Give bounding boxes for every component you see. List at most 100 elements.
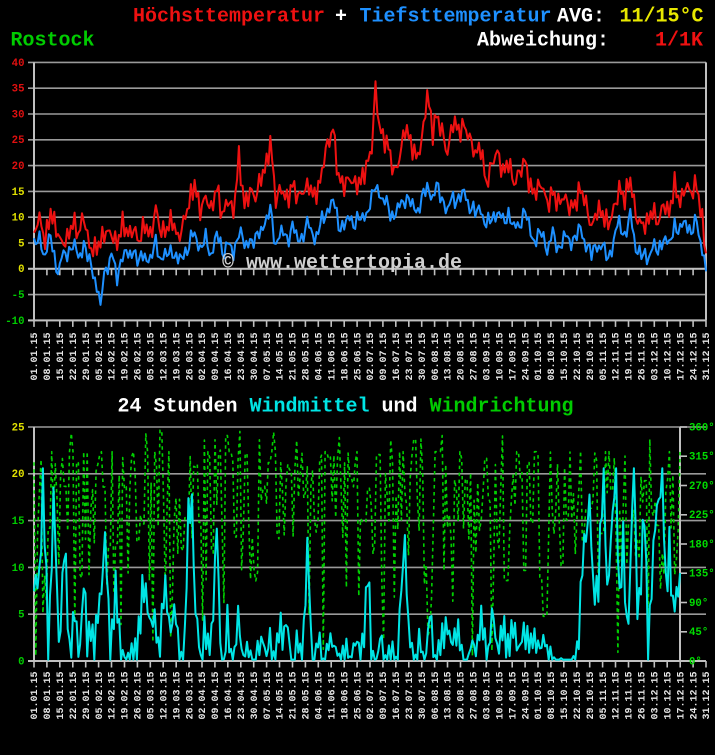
svg-text:26.03.15: 26.03.15 bbox=[185, 671, 196, 719]
svg-text:12.03.15: 12.03.15 bbox=[159, 671, 170, 719]
svg-text:08.01.15: 08.01.15 bbox=[43, 332, 54, 380]
svg-text:0°: 0° bbox=[689, 656, 702, 668]
svg-text:05.11.15: 05.11.15 bbox=[599, 671, 610, 719]
svg-text:05.02.15: 05.02.15 bbox=[95, 332, 106, 380]
svg-text:30: 30 bbox=[12, 109, 25, 121]
svg-text:05.02.15: 05.02.15 bbox=[95, 671, 106, 719]
svg-text:06.08.15: 06.08.15 bbox=[431, 332, 442, 380]
svg-text:22.01.15: 22.01.15 bbox=[69, 671, 80, 719]
svg-text:© www.wettertopia.de: © www.wettertopia.de bbox=[222, 252, 462, 275]
svg-text:02.07.15: 02.07.15 bbox=[366, 332, 377, 380]
svg-text:135°: 135° bbox=[689, 569, 715, 581]
svg-text:02.04.15: 02.04.15 bbox=[198, 671, 209, 719]
svg-text:01.10.15: 01.10.15 bbox=[534, 332, 545, 380]
svg-text:23.04.15: 23.04.15 bbox=[237, 671, 248, 719]
svg-text:09.07.15: 09.07.15 bbox=[379, 671, 390, 719]
svg-text:06.08.15: 06.08.15 bbox=[431, 671, 442, 719]
svg-text:12.02.15: 12.02.15 bbox=[108, 671, 119, 719]
svg-text:13.08.15: 13.08.15 bbox=[444, 671, 455, 719]
svg-text:10: 10 bbox=[12, 563, 25, 575]
svg-text:Tiefsttemperatur: Tiefsttemperatur bbox=[360, 6, 552, 29]
svg-text:29.10.15: 29.10.15 bbox=[586, 671, 597, 719]
svg-text:26.11.15: 26.11.15 bbox=[638, 671, 649, 719]
svg-text:28.05.15: 28.05.15 bbox=[302, 332, 313, 380]
svg-text:360°: 360° bbox=[689, 422, 715, 434]
svg-text:15.10.15: 15.10.15 bbox=[560, 332, 571, 380]
svg-text:09.07.15: 09.07.15 bbox=[379, 332, 390, 380]
svg-text:10.09.15: 10.09.15 bbox=[495, 671, 506, 719]
svg-text:270°: 270° bbox=[689, 481, 715, 493]
svg-text:27.08.15: 27.08.15 bbox=[470, 671, 481, 719]
svg-text:15.10.15: 15.10.15 bbox=[560, 671, 571, 719]
svg-text:10.09.15: 10.09.15 bbox=[495, 332, 506, 380]
svg-text:24.09.15: 24.09.15 bbox=[521, 332, 532, 380]
svg-text:10.12.15: 10.12.15 bbox=[663, 332, 674, 380]
svg-text:24.12.15: 24.12.15 bbox=[689, 332, 700, 380]
svg-text:08.10.15: 08.10.15 bbox=[547, 671, 558, 719]
svg-text:24.12.15: 24.12.15 bbox=[689, 671, 700, 719]
svg-text:Höchsttemperatur: Höchsttemperatur bbox=[133, 6, 325, 29]
svg-text:04.06.15: 04.06.15 bbox=[315, 671, 326, 719]
svg-text:14.05.15: 14.05.15 bbox=[276, 671, 287, 719]
svg-text:26.11.15: 26.11.15 bbox=[638, 332, 649, 380]
svg-text:29.01.15: 29.01.15 bbox=[82, 671, 93, 719]
svg-text:-5: -5 bbox=[12, 290, 25, 302]
svg-text:31.12.15: 31.12.15 bbox=[702, 332, 713, 380]
svg-text:40: 40 bbox=[12, 58, 25, 70]
svg-text:22.01.15: 22.01.15 bbox=[69, 332, 80, 380]
svg-text:17.09.15: 17.09.15 bbox=[508, 671, 519, 719]
svg-text:19.03.15: 19.03.15 bbox=[172, 671, 183, 719]
svg-text:20: 20 bbox=[12, 469, 25, 481]
svg-text:03.09.15: 03.09.15 bbox=[483, 332, 494, 380]
svg-text:Windmittel: Windmittel bbox=[250, 396, 370, 419]
svg-text:Rostock: Rostock bbox=[11, 30, 95, 53]
svg-text:17.12.15: 17.12.15 bbox=[676, 671, 687, 719]
svg-text:25: 25 bbox=[12, 422, 25, 434]
svg-text:28.05.15: 28.05.15 bbox=[302, 671, 313, 719]
svg-text:11.06.15: 11.06.15 bbox=[327, 332, 338, 380]
svg-text:AVG:: AVG: bbox=[557, 6, 605, 29]
svg-text:21.05.15: 21.05.15 bbox=[289, 332, 300, 380]
svg-text:30.04.15: 30.04.15 bbox=[250, 332, 261, 380]
svg-text:05.03.15: 05.03.15 bbox=[147, 671, 158, 719]
svg-text:01.01.15: 01.01.15 bbox=[30, 332, 41, 380]
svg-text:01.01.15: 01.01.15 bbox=[30, 671, 41, 719]
svg-text:19.02.15: 19.02.15 bbox=[121, 671, 132, 719]
svg-text:10: 10 bbox=[12, 213, 25, 225]
svg-text:23.07.15: 23.07.15 bbox=[405, 332, 416, 380]
svg-text:18.06.15: 18.06.15 bbox=[340, 332, 351, 380]
svg-text:15: 15 bbox=[12, 187, 25, 199]
svg-text:09.04.15: 09.04.15 bbox=[211, 671, 222, 719]
svg-text:19.03.15: 19.03.15 bbox=[172, 332, 183, 380]
svg-text:22.10.15: 22.10.15 bbox=[573, 332, 584, 380]
svg-text:16.07.15: 16.07.15 bbox=[392, 332, 403, 380]
svg-text:17.12.15: 17.12.15 bbox=[676, 332, 687, 380]
svg-text:29.10.15: 29.10.15 bbox=[586, 332, 597, 380]
svg-text:05.03.15: 05.03.15 bbox=[147, 332, 158, 380]
svg-text:+: + bbox=[335, 6, 347, 29]
svg-text:0: 0 bbox=[18, 264, 24, 276]
svg-text:09.04.15: 09.04.15 bbox=[211, 332, 222, 380]
svg-text:45°: 45° bbox=[689, 627, 708, 639]
svg-text:315°: 315° bbox=[689, 452, 715, 464]
svg-text:und: und bbox=[382, 396, 418, 419]
svg-text:12.03.15: 12.03.15 bbox=[159, 332, 170, 380]
svg-text:03.09.15: 03.09.15 bbox=[483, 671, 494, 719]
svg-text:25.06.15: 25.06.15 bbox=[353, 332, 364, 380]
svg-text:29.01.15: 29.01.15 bbox=[82, 332, 93, 380]
svg-text:18.06.15: 18.06.15 bbox=[340, 671, 351, 719]
svg-text:15.01.15: 15.01.15 bbox=[56, 671, 67, 719]
svg-text:11.06.15: 11.06.15 bbox=[327, 671, 338, 719]
svg-text:30.04.15: 30.04.15 bbox=[250, 671, 261, 719]
svg-text:25.06.15: 25.06.15 bbox=[353, 671, 364, 719]
svg-text:31.12.15: 31.12.15 bbox=[702, 671, 713, 719]
svg-text:25: 25 bbox=[12, 135, 25, 147]
svg-text:14.05.15: 14.05.15 bbox=[276, 332, 287, 380]
svg-text:26.03.15: 26.03.15 bbox=[185, 332, 196, 380]
svg-text:90°: 90° bbox=[689, 598, 708, 610]
svg-text:03.12.15: 03.12.15 bbox=[651, 332, 662, 380]
svg-text:23.04.15: 23.04.15 bbox=[237, 332, 248, 380]
svg-text:02.07.15: 02.07.15 bbox=[366, 671, 377, 719]
svg-text:16.04.15: 16.04.15 bbox=[224, 671, 235, 719]
svg-text:10.12.15: 10.12.15 bbox=[663, 671, 674, 719]
